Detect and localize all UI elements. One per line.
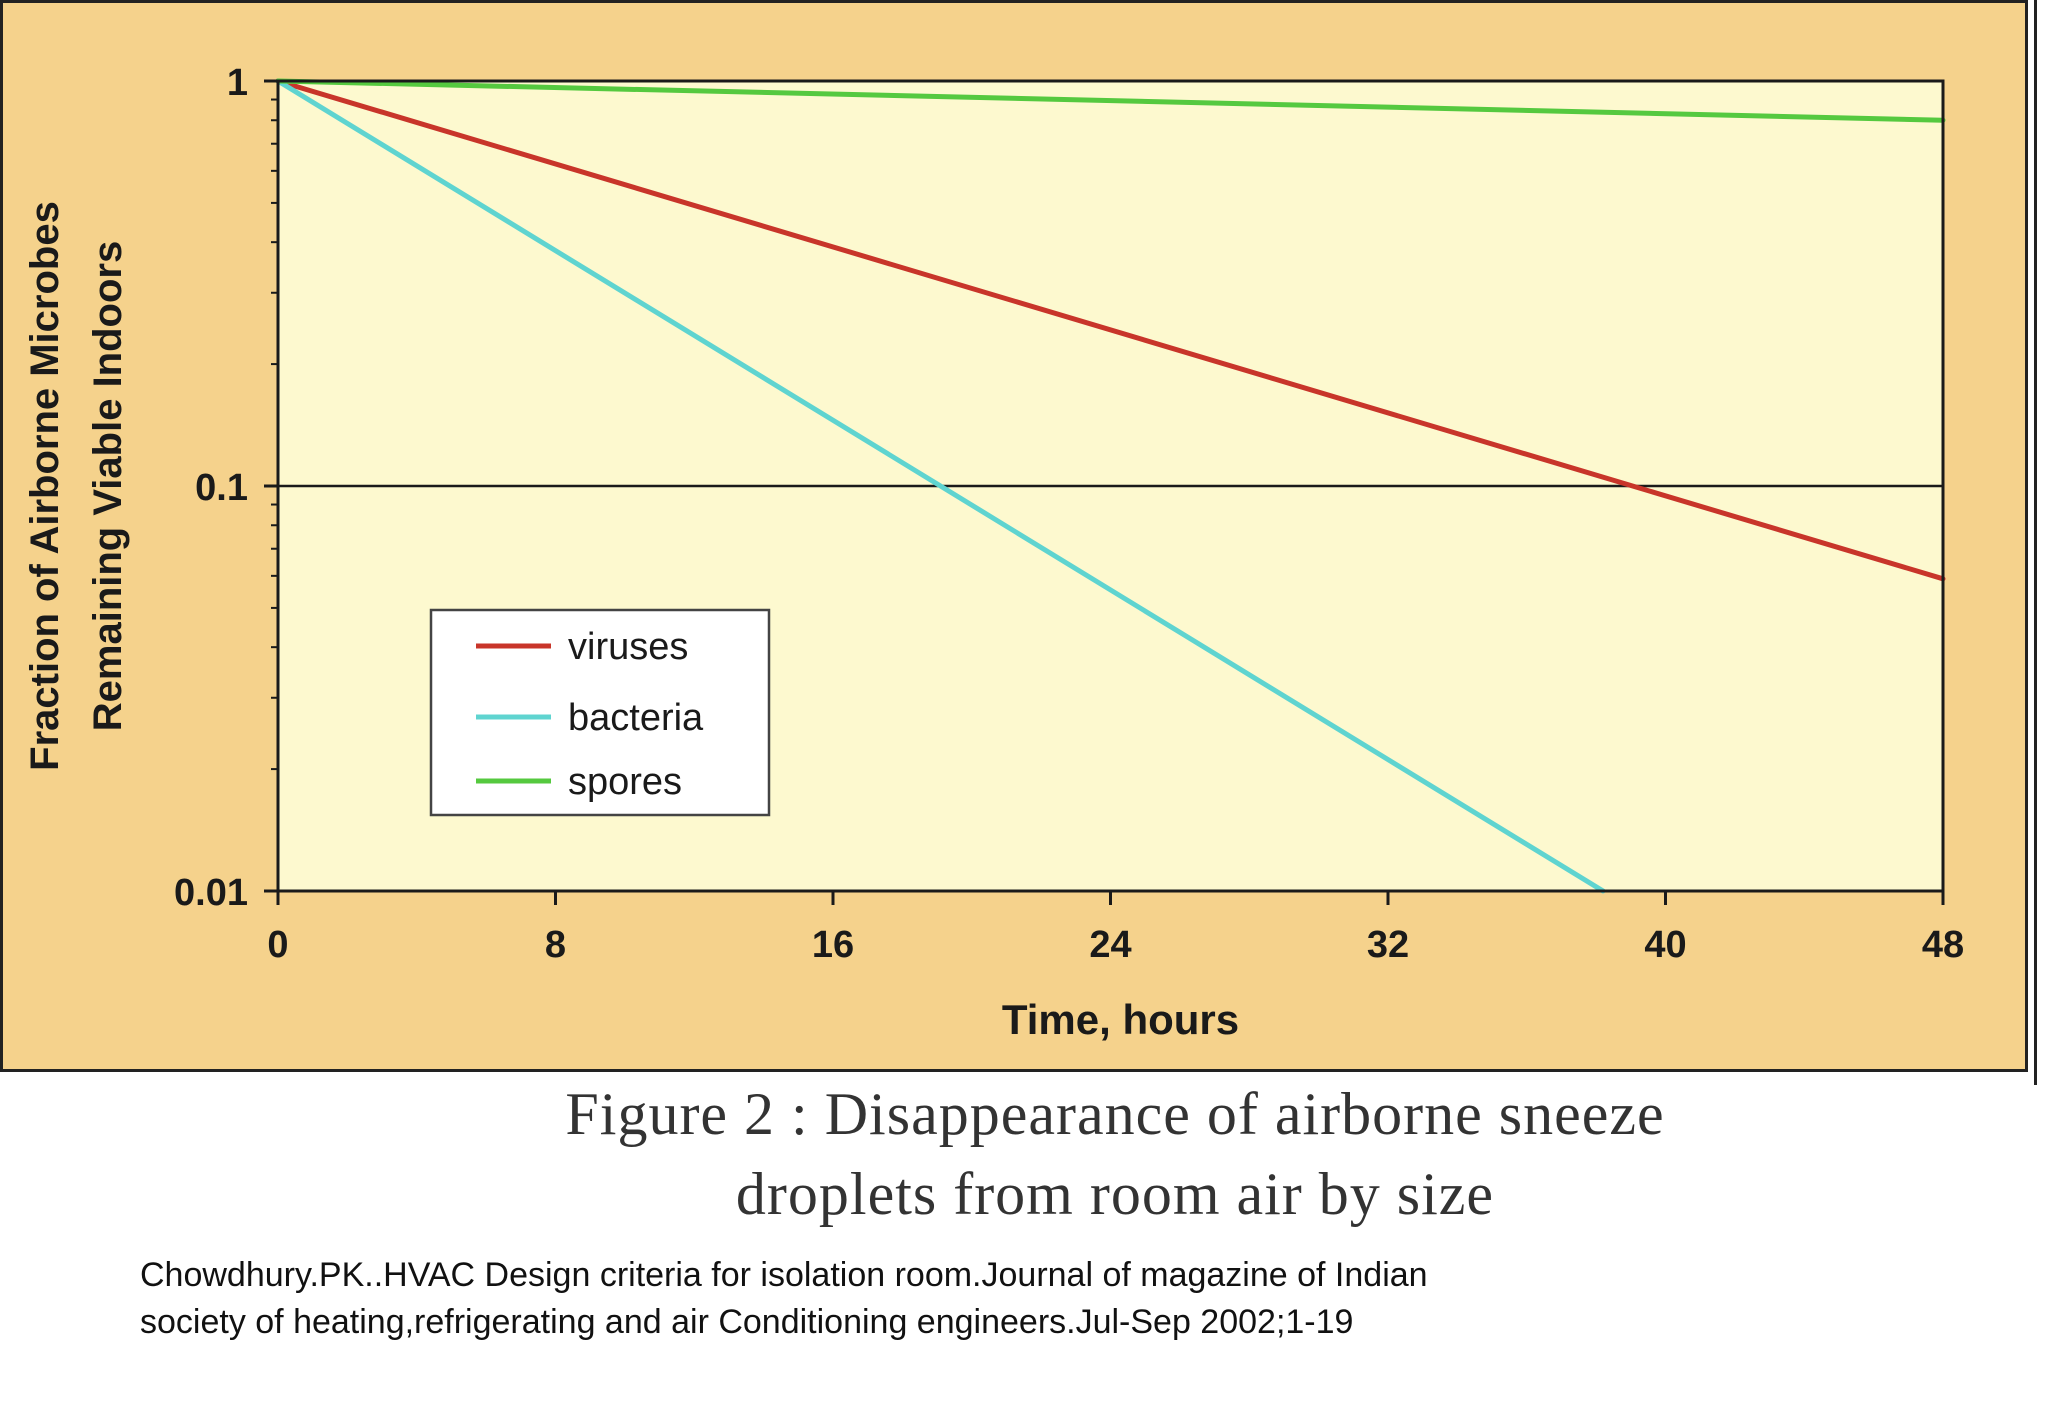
x-axis-label: Time, hours [1002, 996, 1239, 1043]
y-tick-label: 0.01 [174, 872, 248, 914]
x-tick-label: 16 [812, 924, 854, 966]
legend-label-spores: spores [568, 761, 682, 803]
chart-panel: 0.01 0.1 1 0 8 16 24 32 40 48 Time, hours Fraction … [0, 0, 2028, 1072]
x-tick-label: 24 [1089, 924, 1131, 966]
y-tick-label: 1 [227, 62, 248, 104]
chart-svg: 0.01 0.1 1 0 8 16 24 32 40 48 Time, hours Fraction … [3, 3, 2025, 1069]
y-tick-label: 0.1 [195, 467, 248, 509]
citation-line2: society of heating,refrigerating and air… [140, 1303, 1354, 1341]
citation-line1: Chowdhury.PK..HVAC Design criteria for i… [140, 1256, 1428, 1294]
legend-label-bacteria: bacteria [568, 697, 704, 739]
y-axis-label-line2: Remaining Viable Indoors [86, 241, 130, 731]
x-tick-label: 0 [267, 924, 288, 966]
figure-caption-line1: Figure 2 : Disappearance of airborne sne… [565, 1081, 1665, 1147]
series-line-bacteria [275, 78, 1606, 894]
figure-caption-line2: droplets from room air by size [735, 1161, 1495, 1227]
x-tick-label: 40 [1644, 924, 1686, 966]
series-line-spores [275, 78, 1946, 123]
right-edge-divider [2034, 0, 2037, 1085]
x-tick-label: 8 [545, 924, 566, 966]
y-axis-label-line1: Fraction of Airborne Microbes [23, 201, 67, 771]
series-line-viruses [275, 78, 1946, 582]
x-tick-label: 32 [1367, 924, 1409, 966]
legend-label-viruses: viruses [568, 626, 688, 668]
x-tick-label: 48 [1922, 924, 1964, 966]
